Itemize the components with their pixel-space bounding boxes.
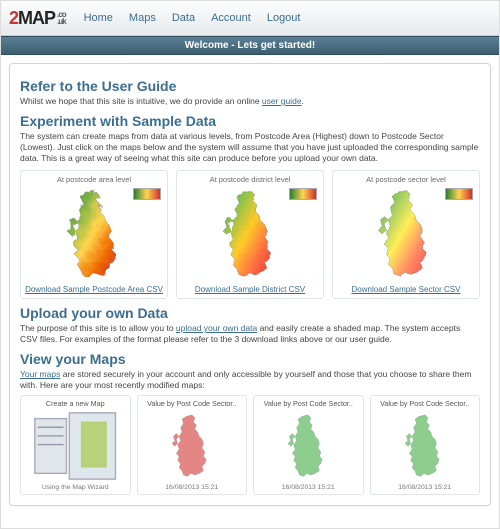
- nav-home[interactable]: Home: [84, 12, 113, 24]
- logo[interactable]: 2 MAP .co.uk: [9, 8, 66, 29]
- annotation-arrow: [1, 514, 500, 529]
- user-guide-link[interactable]: user guide: [262, 96, 302, 106]
- nav-data[interactable]: Data: [172, 12, 195, 24]
- nav-account[interactable]: Account: [211, 12, 251, 24]
- heading-sample: Experiment with Sample Data: [20, 113, 480, 129]
- your-maps-link[interactable]: Your maps: [20, 369, 60, 379]
- upload-data-link[interactable]: upload your own data: [176, 323, 257, 333]
- sample-map[interactable]: [25, 186, 163, 281]
- welcome-stripe: Welcome - Lets get started!: [1, 36, 499, 55]
- map-tile-1[interactable]: Value by Post Code Sector.. 16/08/2013 1…: [137, 395, 248, 495]
- map-tile-meta: 16/08/2013 15:21: [282, 484, 335, 491]
- map-tile-3[interactable]: Value by Post Code Sector.. 16/08/2013 1…: [370, 395, 481, 495]
- download-csv-link[interactable]: Download Sample District CSV: [195, 285, 305, 294]
- sample-map[interactable]: [337, 186, 475, 281]
- nav-links: Home Maps Data Account Logout: [84, 12, 301, 24]
- sample-row: At postcode area level Download Sample P…: [20, 170, 480, 299]
- upload-body: The purpose of this site is to allow you…: [20, 323, 480, 345]
- sample-caption: At postcode district level: [210, 175, 291, 184]
- guide-body: Whilst we hope that this site is intuiti…: [20, 96, 480, 107]
- heading-view: View your Maps: [20, 351, 480, 367]
- map-tile-meta: Using the Map Wizard: [42, 484, 109, 491]
- nav-maps[interactable]: Maps: [129, 12, 156, 24]
- map-thumb[interactable]: [141, 410, 244, 482]
- sample-tile-2[interactable]: At postcode sector level Download Sample…: [332, 170, 480, 299]
- logo-black: MAP: [18, 8, 55, 29]
- download-csv-link[interactable]: Download Sample Postcode Area CSV: [25, 285, 163, 294]
- legend-icon: [133, 188, 161, 200]
- view-body: Your maps are stored securely in your ac…: [20, 369, 480, 391]
- sample-map[interactable]: [181, 186, 319, 281]
- top-bar: 2 MAP .co.uk Home Maps Data Account Logout: [1, 1, 499, 36]
- sample-caption: At postcode area level: [57, 175, 131, 184]
- sample-caption: At postcode sector level: [366, 175, 446, 184]
- map-tile-2[interactable]: Value by Post Code Sector.. 16/08/2013 1…: [253, 395, 364, 495]
- legend-icon: [445, 188, 473, 200]
- map-tile-title: Value by Post Code Sector..: [374, 399, 477, 408]
- map-tile-meta: 16/08/2013 15:21: [398, 484, 451, 491]
- download-csv-link[interactable]: Download Sample Sector CSV: [352, 285, 461, 294]
- map-tile-title: Value by Post Code Sector..: [257, 399, 360, 408]
- map-tile-meta: 16/08/2013 15:21: [165, 484, 218, 491]
- app-frame: 2 MAP .co.uk Home Maps Data Account Logout W…: [0, 0, 500, 529]
- map-thumb[interactable]: [24, 410, 127, 482]
- main-card: Refer to the User Guide Whilst we hope t…: [9, 63, 491, 506]
- heading-guide: Refer to the User Guide: [20, 78, 480, 94]
- create-map-tile[interactable]: Create a new Map Using the Map Wizard: [20, 395, 131, 495]
- sample-tile-0[interactable]: At postcode area level Download Sample P…: [20, 170, 168, 299]
- nav-logout[interactable]: Logout: [267, 12, 301, 24]
- sample-body: The system can create maps from data at …: [20, 131, 480, 164]
- map-thumb[interactable]: [374, 410, 477, 482]
- logo-red: 2: [9, 8, 18, 29]
- map-thumb[interactable]: [257, 410, 360, 482]
- heading-upload: Upload your own Data: [20, 305, 480, 321]
- map-tile-title: Create a new Map: [24, 399, 127, 408]
- maps-row: Create a new Map Using the Map Wizard Va…: [20, 395, 480, 495]
- sample-tile-1[interactable]: At postcode district level Download Samp…: [176, 170, 324, 299]
- logo-suffix: .co.uk: [57, 11, 66, 25]
- legend-icon: [289, 188, 317, 200]
- map-tile-title: Value by Post Code Sector..: [141, 399, 244, 408]
